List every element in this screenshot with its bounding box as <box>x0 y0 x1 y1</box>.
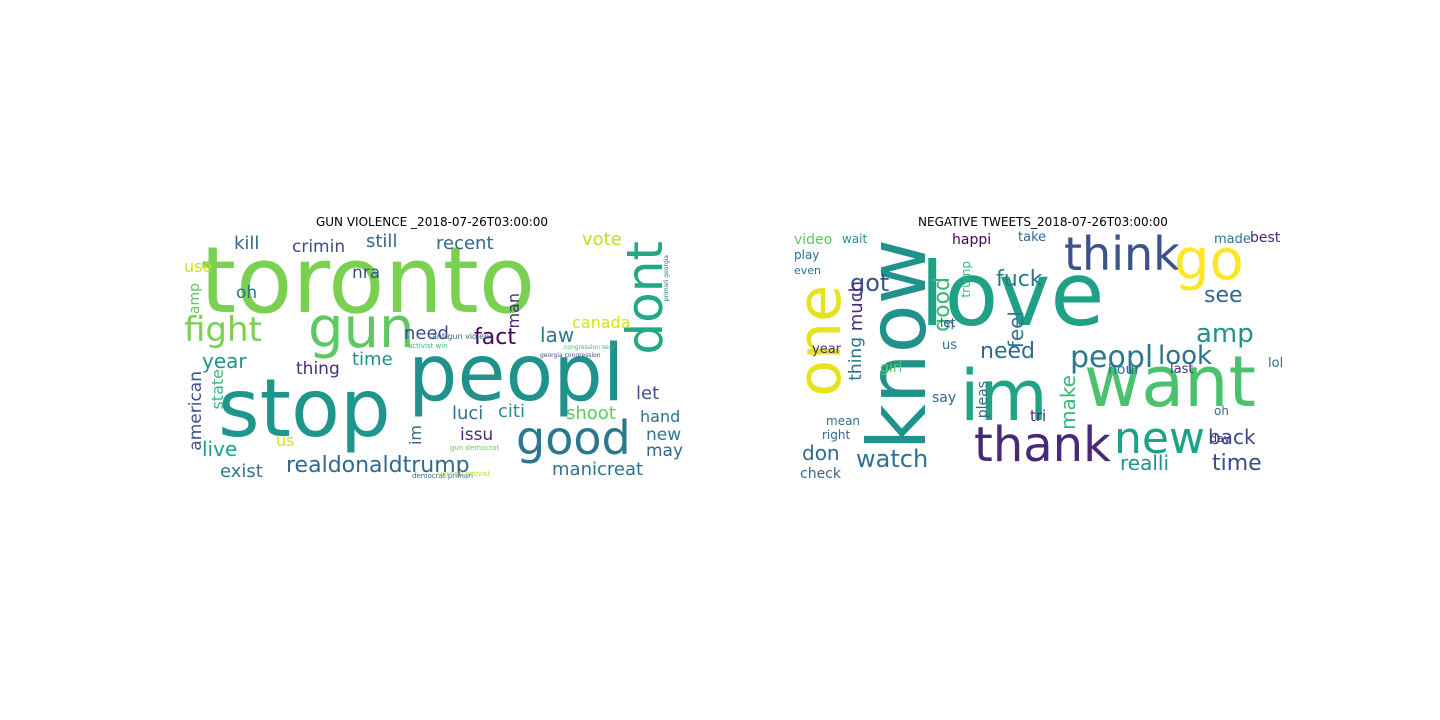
left-word-primari-georgia-46: primari georgia <box>663 255 670 302</box>
left-word-fact-24: fact <box>474 325 516 350</box>
right-word-play-32: play <box>794 248 820 262</box>
left-word-may-39: may <box>646 441 683 461</box>
right-word-right-36: right <box>822 428 851 442</box>
left-word-hand-34: hand <box>640 407 681 426</box>
right-word-new-8: new <box>1114 413 1205 464</box>
left-word-state-10: state <box>208 369 227 410</box>
right-word-im-2: im <box>960 355 1048 437</box>
left-word-need-23: need <box>404 323 449 344</box>
left-wordcloud-title: GUN VIOLENCE _2018-07-26T03:00:00 <box>315 215 549 229</box>
left-word-amp-20: amp <box>187 283 203 315</box>
right-word-see-12: see <box>1204 283 1243 308</box>
right-word-check-37: check <box>800 466 841 482</box>
left-word-im-36: im <box>406 425 425 446</box>
left-word-time-28: time <box>352 349 393 370</box>
left-word-live-12: live <box>202 437 238 461</box>
right-word-amp-10: amp <box>1196 319 1254 349</box>
right-wordcloud-title: NEGATIVE TWEETS_2018-07-26T03:00:00 <box>918 215 1168 229</box>
right-word-look-11: look <box>1158 341 1213 371</box>
left-word-antigun-violenc-40: antigun violenc <box>432 332 494 341</box>
left-word-new-38: new <box>646 425 682 445</box>
left-word-luci-31: luci <box>452 403 484 424</box>
right-word-back-25: back <box>1208 425 1256 449</box>
left-word-gun-democrat-44: gun democrat <box>450 444 500 452</box>
right-word-even-33: even <box>794 264 822 277</box>
left-word-democrat-primari-42: democrat primari <box>412 472 474 480</box>
right-word-thank-7: thank <box>974 417 1111 473</box>
right-word-go-6: go <box>1174 231 1244 293</box>
right-word-feel-22: feel <box>1004 311 1028 349</box>
right-word-made-30: made <box>1214 232 1251 247</box>
right-word-thing-18: thing <box>846 337 866 381</box>
left-word-georgia-congression-45: georgia congression <box>540 352 601 359</box>
left-word-crimin-15: crimin <box>292 237 346 257</box>
left-word-nra-22: nra <box>352 263 381 283</box>
right-word-take-29: take <box>1018 231 1047 245</box>
left-word-canada-27: canada <box>572 313 631 332</box>
right-word-video-26: video <box>794 232 833 248</box>
left-word-man-26: man <box>504 293 523 329</box>
left-word-vote-18: vote <box>582 231 622 250</box>
left-word-let-30: let <box>636 383 660 404</box>
left-word-manicreat-8: manicreat <box>552 459 644 480</box>
left-word-toronto-0: toronto <box>200 231 536 334</box>
right-word-hour-42: hour <box>1108 362 1141 378</box>
left-word-law-25: law <box>540 323 575 347</box>
right-word-happi-28: happi <box>952 232 992 248</box>
left-word-violenc-activist-43: violenc activist <box>438 470 491 478</box>
left-word-peopl-1: peopl <box>408 329 625 419</box>
right-word-day-45: day <box>1210 432 1231 445</box>
right-word-don-20: don <box>802 441 840 465</box>
right-word-realli-23: realli <box>1120 451 1170 475</box>
right-word-much-17: much <box>846 281 867 332</box>
left-wordcloud: toronto peopl stop gun fight dont good realdona… <box>180 231 683 483</box>
right-word-think-5: think <box>1064 231 1180 281</box>
right-word-wait-27: wait <box>842 232 868 246</box>
left-word-stop-2: stop <box>218 362 391 455</box>
right-word-peopl-9: peopl <box>1070 340 1154 375</box>
right-word-need-13: need <box>980 339 1035 364</box>
right-word-tri-41: tri <box>1030 407 1047 425</box>
left-word-year-11: year <box>202 349 247 373</box>
left-word-recent-17: recent <box>436 233 494 254</box>
right-word-best-31: best <box>1250 231 1281 246</box>
left-word-shoot-33: shoot <box>566 403 616 424</box>
right-word-time-24: time <box>1212 451 1262 476</box>
right-word-say-39: say <box>932 390 957 406</box>
right-word-trump-46: trump <box>959 261 973 298</box>
right-word-last-43: last <box>1170 362 1194 377</box>
left-word-thing-29: thing <box>296 359 340 379</box>
right-word-pleas-40: pleas <box>975 381 991 419</box>
left-word-realdonaldtrump-7: realdonaldtrump <box>286 453 470 478</box>
right-word-got-16: got <box>850 269 890 297</box>
right-word-us-47: us <box>942 338 958 353</box>
left-word-congression-seat-47: congression seat <box>564 344 615 351</box>
right-word-girl-38: girl <box>880 360 903 376</box>
left-word-activist-win-41: activist win <box>408 342 448 350</box>
right-word-make-21: make <box>1056 375 1080 430</box>
right-wordcloud: love know im want one think go thank new peopl amp… <box>790 231 1295 483</box>
left-word-gun-3: gun <box>308 296 415 361</box>
left-word-fight-4: fight <box>184 310 262 350</box>
left-word-oh-21: oh <box>236 283 258 303</box>
right-word-mean-35: mean <box>826 414 861 428</box>
left-word-kill-14: kill <box>234 233 260 254</box>
left-word-issu-35: issu <box>460 425 494 445</box>
right-word-oh-49: oh <box>1214 404 1229 418</box>
left-word-good-6: good <box>516 411 631 465</box>
right-word-watch-19: watch <box>856 445 929 473</box>
left-word-use-19: use <box>184 257 213 276</box>
left-word-citi-32: citi <box>498 401 525 422</box>
right-word-want-3: want <box>1084 341 1256 423</box>
right-word-fuck-15: fuck <box>996 267 1043 292</box>
right-word-love-0: love <box>920 243 1105 346</box>
right-word-year-34: year <box>812 342 842 357</box>
left-word-still-16: still <box>366 231 398 252</box>
right-word-one-4: one <box>790 285 855 397</box>
left-word-us-37: us <box>276 431 295 450</box>
right-word-lol-44: lol <box>1268 356 1284 371</box>
left-word-exist-13: exist <box>220 461 263 482</box>
right-word-let-48: let <box>940 316 956 330</box>
